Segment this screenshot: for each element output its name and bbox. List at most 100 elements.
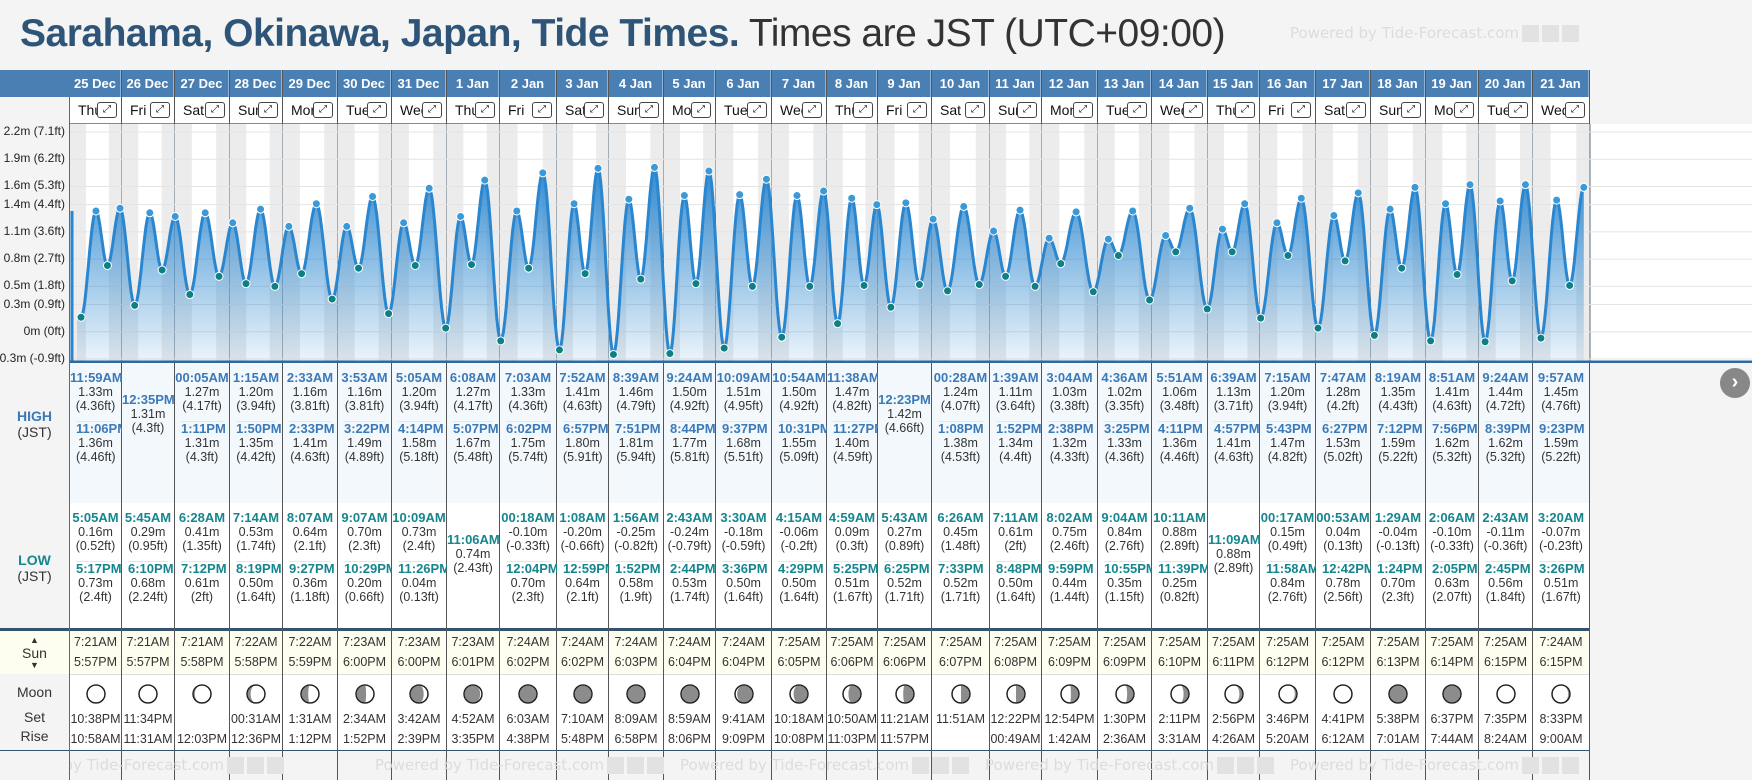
high-tide-point[interactable] [1552,195,1562,205]
next-days-button[interactable]: › [1720,368,1750,398]
expand-day-button[interactable]: ⤢ [1401,102,1421,118]
low-tide-point[interactable] [608,349,618,359]
low-tide-point[interactable] [1171,247,1181,257]
expand-day-button[interactable]: ⤢ [1235,102,1255,118]
low-tide-point[interactable] [354,263,364,273]
low-tide-point[interactable] [1480,337,1490,347]
expand-day-button[interactable]: ⤢ [150,102,170,118]
low-tide-point[interactable] [1227,247,1237,257]
high-tide-point[interactable] [311,199,321,209]
high-tide-point[interactable] [256,204,266,214]
low-tide-point[interactable] [1565,280,1575,290]
low-tide-point[interactable] [1507,276,1517,286]
expand-day-button[interactable]: ⤢ [1565,102,1585,118]
low-tide-point[interactable] [441,323,451,333]
low-tide-point[interactable] [185,290,195,300]
expand-day-button[interactable]: ⤢ [258,102,278,118]
expand-day-button[interactable]: ⤢ [691,102,711,118]
low-tide-point[interactable] [719,343,729,353]
high-tide-point[interactable] [819,186,829,196]
expand-day-button[interactable]: ⤢ [853,102,873,118]
low-tide-point[interactable] [859,280,869,290]
high-tide-point[interactable] [792,191,802,201]
high-tide-point[interactable] [1329,211,1339,221]
low-tide-point[interactable] [130,300,140,310]
high-tide-point[interactable] [424,183,434,193]
high-tide-point[interactable] [512,206,522,216]
low-tide-point[interactable] [327,294,337,304]
expand-day-button[interactable]: ⤢ [1454,102,1474,118]
low-tide-point[interactable] [914,280,924,290]
high-tide-point[interactable] [91,206,101,216]
high-tide-point[interactable] [1495,196,1505,206]
expand-day-button[interactable]: ⤢ [205,102,225,118]
high-tide-point[interactable] [1579,182,1589,192]
low-tide-point[interactable] [665,349,675,359]
high-tide-point[interactable] [735,190,745,200]
low-tide-point[interactable] [1145,295,1155,305]
low-tide-point[interactable] [1452,270,1462,280]
high-tide-point[interactable] [1441,199,1451,209]
low-tide-point[interactable] [580,269,590,279]
expand-day-button[interactable]: ⤢ [475,102,495,118]
high-tide-point[interactable] [1410,182,1420,192]
low-tide-point[interactable] [76,312,86,322]
expand-day-button[interactable]: ⤢ [584,102,604,118]
high-tide-point[interactable] [761,174,771,184]
high-tide-point[interactable] [1161,231,1171,241]
expand-day-button[interactable]: ⤢ [747,102,767,118]
expand-day-button[interactable]: ⤢ [1017,102,1037,118]
low-tide-point[interactable] [102,260,112,270]
high-tide-point[interactable] [1353,188,1363,198]
low-tide-point[interactable] [1369,330,1379,340]
low-tide-point[interactable] [805,281,815,291]
low-tide-point[interactable] [1426,336,1436,346]
expand-day-button[interactable]: ⤢ [97,102,117,118]
high-tide-point[interactable] [872,200,882,210]
expand-day-button[interactable]: ⤢ [1127,102,1147,118]
expand-day-button[interactable]: ⤢ [1183,102,1203,118]
expand-day-button[interactable]: ⤢ [367,102,387,118]
high-tide-point[interactable] [569,199,579,209]
high-tide-point[interactable] [1465,180,1475,190]
high-tide-point[interactable] [593,163,603,173]
high-tide-point[interactable] [624,194,634,204]
expand-day-button[interactable]: ⤢ [313,102,333,118]
high-tide-point[interactable] [847,193,857,203]
high-tide-point[interactable] [1044,233,1054,243]
low-tide-point[interactable] [833,319,843,329]
high-tide-point[interactable] [228,218,238,228]
high-tide-point[interactable] [679,191,689,201]
high-tide-point[interactable] [901,198,911,208]
low-tide-point[interactable] [554,345,564,355]
high-tide-point[interactable] [1015,205,1025,215]
low-tide-point[interactable] [1340,256,1350,266]
high-tide-point[interactable] [1272,218,1282,228]
expand-day-button[interactable]: ⤢ [965,102,985,118]
high-tide-point[interactable] [284,221,294,231]
low-tide-point[interactable] [1001,271,1011,281]
high-tide-point[interactable] [1296,193,1306,203]
low-tide-point[interactable] [1256,313,1266,323]
low-tide-point[interactable] [1088,287,1098,297]
low-tide-point[interactable] [410,260,420,270]
low-tide-point[interactable] [524,263,534,273]
low-tide-point[interactable] [886,302,896,312]
high-tide-point[interactable] [649,162,659,172]
low-tide-point[interactable] [943,286,953,296]
expand-day-button[interactable]: ⤢ [1073,102,1093,118]
high-tide-point[interactable] [200,208,210,218]
expand-day-button[interactable]: ⤢ [639,102,659,118]
high-tide-point[interactable] [1385,204,1395,214]
powered-by-link[interactable]: Powered by Tide-Forecast.com [1290,24,1580,42]
low-tide-point[interactable] [974,280,984,290]
low-tide-point[interactable] [467,260,477,270]
high-tide-point[interactable] [1128,206,1138,216]
high-tide-point[interactable] [1103,234,1113,244]
high-tide-point[interactable] [1520,180,1530,190]
low-tide-point[interactable] [384,309,394,319]
low-tide-point[interactable] [636,274,646,284]
expand-day-button[interactable]: ⤢ [802,102,822,118]
high-tide-point[interactable] [1240,199,1250,209]
low-tide-point[interactable] [1313,323,1323,333]
